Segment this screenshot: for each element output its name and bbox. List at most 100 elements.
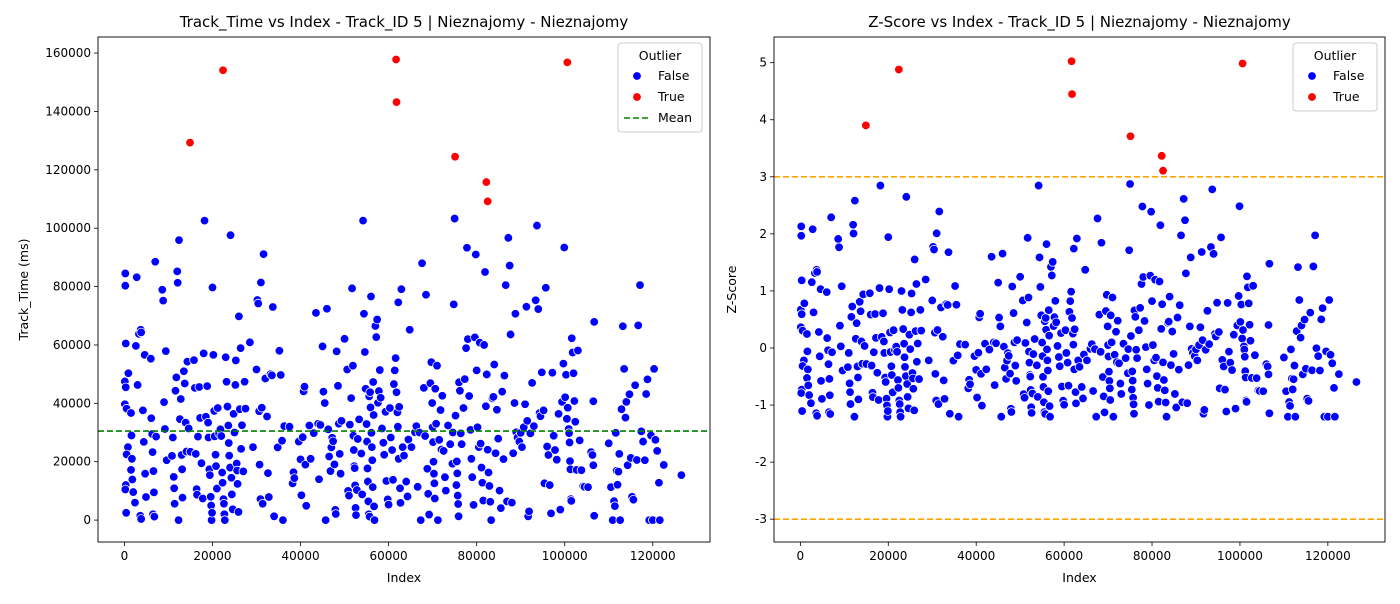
point-normal [1068,339,1079,350]
point-normal [378,438,389,448]
point-normal [227,489,237,500]
point-normal [859,341,870,351]
point-normal [149,511,160,522]
point-normal [212,483,222,494]
point-normal [169,483,179,493]
point-normal [234,311,244,322]
point-normal [588,396,599,407]
x-tick-label: 40000 [957,549,995,563]
point-normal [479,340,489,350]
point-normal [560,392,570,402]
point-normal [1106,310,1116,321]
plot-frame [97,36,711,543]
point-normal [853,394,864,405]
point-normal [796,231,806,241]
point-normal [440,472,450,482]
point-normal [193,431,203,442]
point-normal [448,427,458,438]
point-normal [328,436,338,446]
panel-1: Track_Time vs Index - Track_ID 5 | Niezn… [16,13,711,585]
point-normal [604,438,614,449]
point-normal [368,482,378,492]
point-normal [238,466,248,477]
point-normal [1142,378,1153,389]
point-normal [872,368,882,378]
point-normal [191,449,201,459]
point-outlier [185,137,195,148]
point-normal [1155,220,1166,230]
point-normal [1069,324,1080,334]
point-normal [1207,184,1217,195]
point-normal [412,482,423,492]
point-normal [458,403,469,413]
point-normal [1159,375,1169,385]
point-normal [1294,295,1304,305]
point-normal [1028,349,1039,359]
point-normal [799,298,810,309]
point-normal [1047,257,1058,267]
point-normal [521,302,532,312]
point-normal [401,476,411,487]
point-normal [224,450,234,461]
point-normal [920,274,931,285]
point-normal [1108,411,1119,422]
y-tick-label: 1 [759,284,767,298]
point-normal [362,463,373,474]
point-normal [450,410,461,421]
point-normal [177,492,188,503]
point-normal [481,401,491,411]
point-normal [803,364,813,375]
point-normal [1325,350,1336,360]
point-normal [1238,325,1248,335]
point-normal [226,473,237,483]
point-normal [305,454,316,464]
point-normal [168,432,178,443]
point-normal [368,410,379,420]
point-normal [167,451,177,461]
point-normal [822,287,832,297]
point-normal [453,511,464,522]
point-normal [898,324,908,334]
point-normal [676,470,687,480]
point-normal [796,388,806,398]
point-normal [455,386,465,396]
point-normal [1120,353,1131,363]
panel-2: Z-Score vs Index - Track_ID 5 | Nieznajo… [724,13,1386,585]
y-tick-label: 2 [759,227,767,241]
point-normal [121,382,131,392]
point-normal [173,515,184,525]
y-tick-label: 4 [759,113,767,127]
point-normal [126,430,137,441]
point-normal [174,235,184,245]
point-normal [616,404,627,414]
point-normal [1052,341,1063,351]
point-normal [476,462,487,473]
point-normal [357,489,367,500]
point-normal [1182,398,1192,408]
point-normal [1071,398,1081,409]
point-normal [1160,385,1170,396]
point-normal [613,466,624,477]
point-normal [445,439,455,449]
point-normal [1032,360,1042,371]
point-normal [423,489,433,499]
point-normal [1241,397,1252,407]
point-normal [1229,329,1239,340]
point-normal [899,339,909,349]
point-normal [652,446,662,456]
point-normal [365,387,375,397]
point-normal [179,366,189,376]
point-normal [431,419,441,429]
point-normal [1113,316,1123,326]
point-normal [1154,276,1165,287]
point-outlier [1156,151,1167,161]
point-normal [574,435,585,446]
point-normal [570,417,580,427]
legend-marker-true [632,92,642,102]
point-normal [460,374,470,384]
point-normal [344,490,354,501]
point-normal [1316,314,1326,325]
point-normal [1334,369,1344,379]
point-normal [524,506,534,517]
point-normal [587,450,598,460]
